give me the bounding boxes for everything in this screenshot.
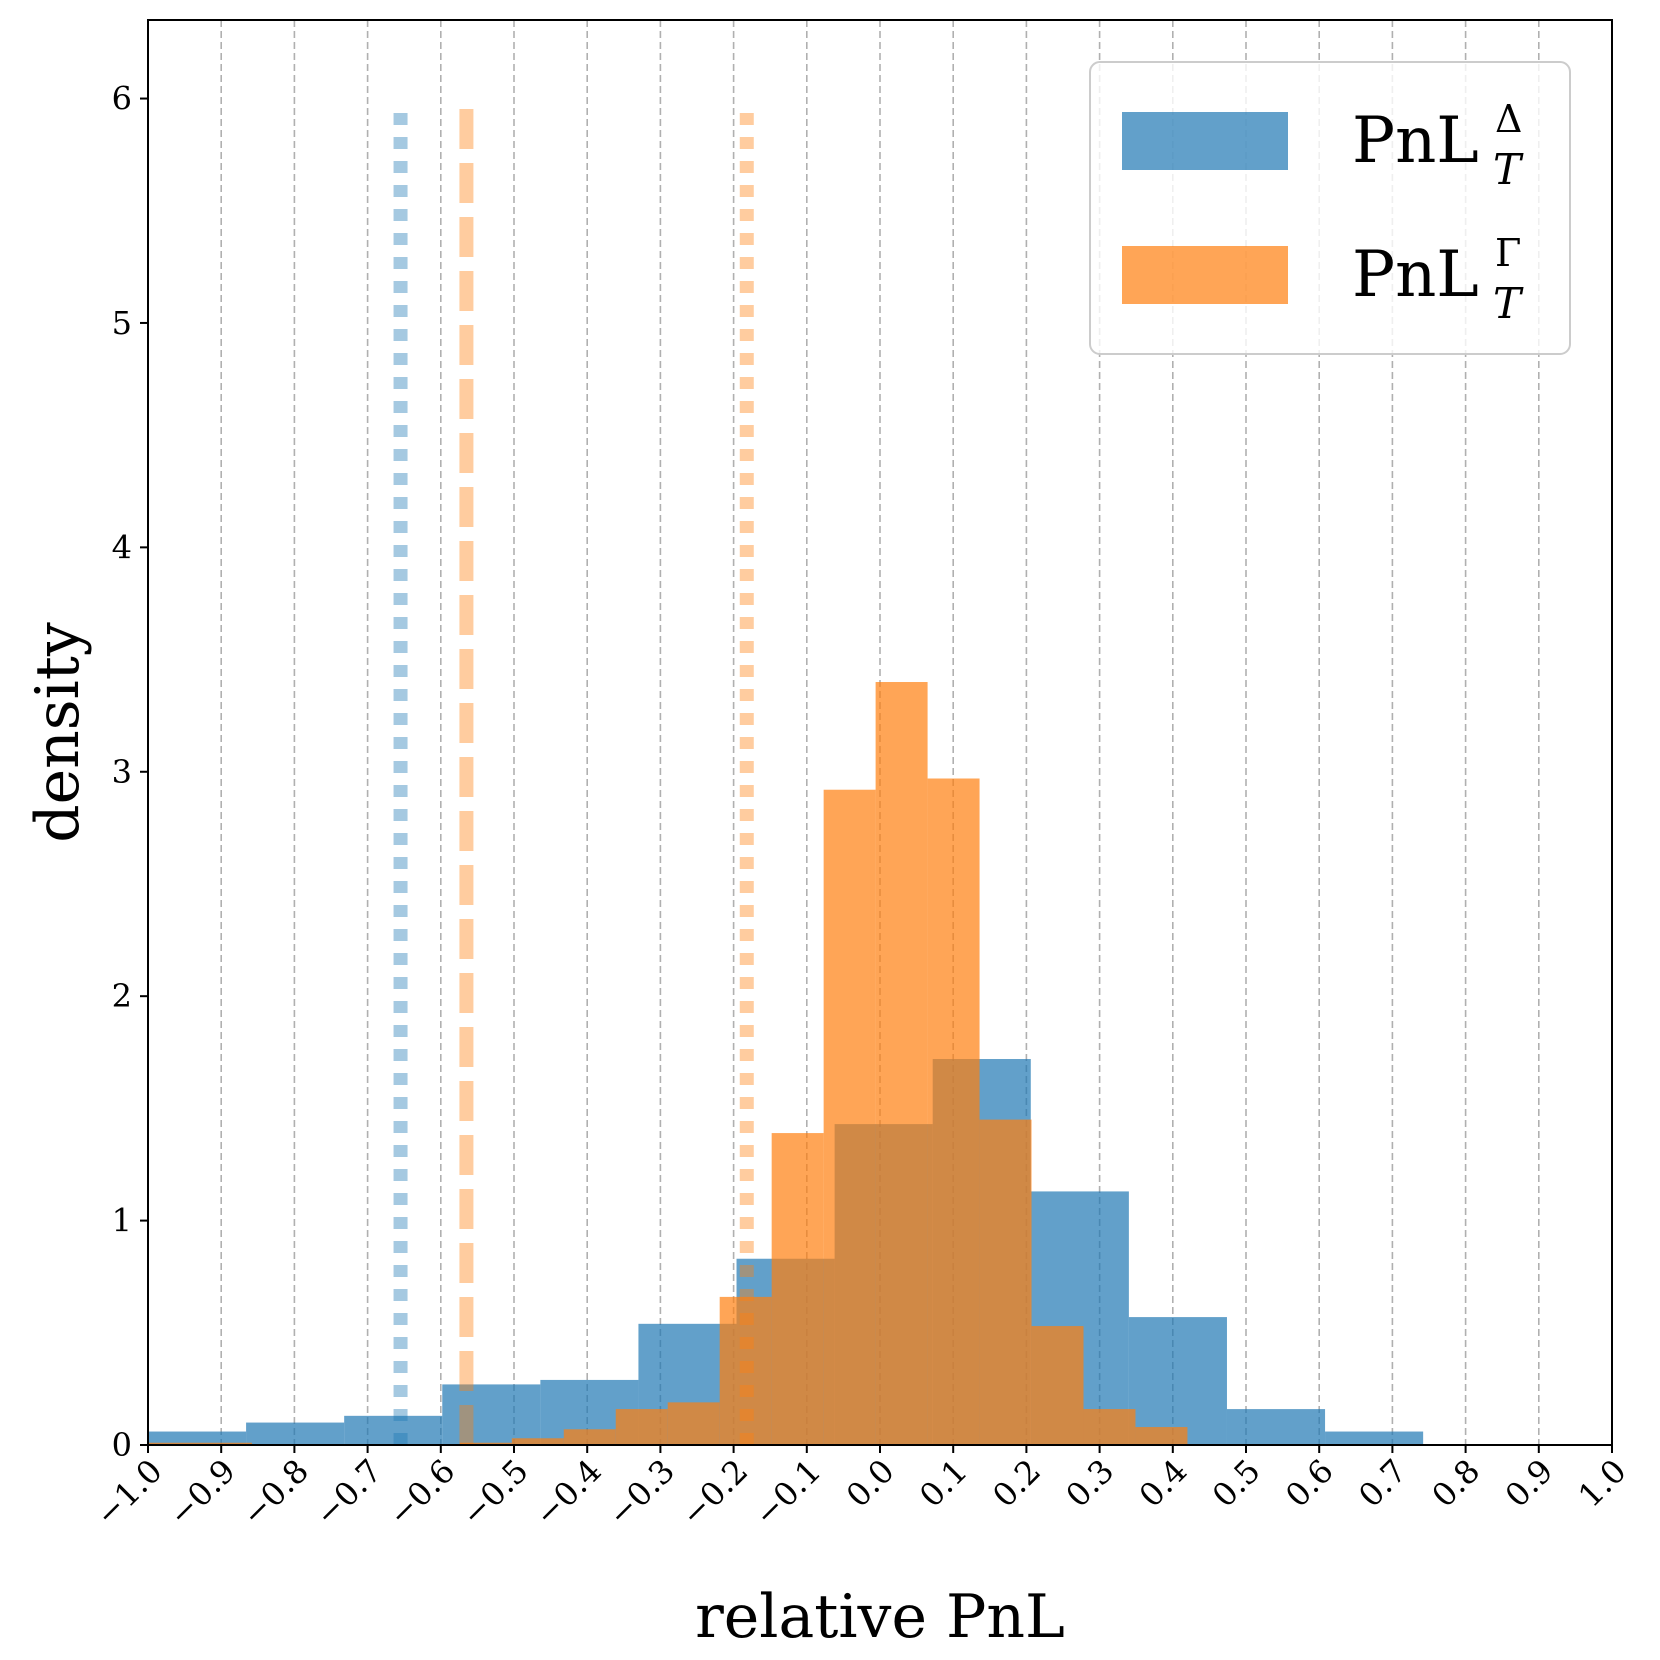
histogram-bar: [771, 1133, 824, 1445]
x-tick-label: −0.3: [600, 1452, 682, 1534]
x-tick-label: −0.9: [161, 1452, 243, 1534]
x-tick-label: 0.6: [1278, 1452, 1341, 1515]
x-axis-title: relative PnL: [695, 1582, 1065, 1652]
x-tick-label: 1.0: [1571, 1452, 1634, 1515]
histogram-bar: [667, 1402, 720, 1445]
y-axis-title: density: [23, 622, 93, 843]
x-tick-label: 0.8: [1424, 1452, 1487, 1515]
y-tick-label: 4: [112, 528, 132, 566]
histogram-bar: [1083, 1409, 1136, 1445]
x-tick-label: 0.1: [912, 1452, 975, 1515]
legend-label-subscript: T: [1493, 279, 1524, 328]
legend-label-subscript: T: [1493, 145, 1524, 194]
histogram-bar: [1325, 1431, 1424, 1445]
histogram-bar: [979, 1119, 1032, 1445]
x-tick-label: −0.6: [381, 1452, 463, 1534]
histogram-bar: [148, 1442, 200, 1445]
y-tick-label: 2: [112, 977, 132, 1015]
x-tick-label: 0.9: [1498, 1452, 1561, 1515]
histogram-bar: [1128, 1317, 1227, 1445]
histogram-bar: [563, 1429, 616, 1445]
histogram-bar: [1226, 1409, 1326, 1445]
reference-lines: [393, 103, 754, 1445]
x-tick-label: −0.8: [234, 1452, 316, 1534]
histogram-bar: [927, 778, 980, 1445]
legend-swatch: [1122, 112, 1288, 170]
histogram-bar: [875, 682, 928, 1445]
legend-swatch: [1122, 246, 1288, 304]
y-tick-label: 5: [112, 304, 132, 342]
histogram-bar: [1031, 1326, 1084, 1445]
x-tick-label: −0.2: [673, 1452, 755, 1534]
histogram-bar: [511, 1438, 564, 1445]
histogram-bar: [615, 1409, 668, 1445]
x-tick-label: 0.0: [839, 1452, 902, 1515]
y-tick-label: 0: [112, 1426, 132, 1464]
x-tick-label: −0.4: [527, 1452, 609, 1534]
histogram-bar: [823, 789, 876, 1445]
histogram-bar: [246, 1422, 345, 1445]
y-axis-ticks: 0 1 2 3 4 5 6: [112, 80, 148, 1464]
histogram-bar: [148, 1431, 247, 1445]
x-tick-label: −1.0: [88, 1452, 170, 1534]
legend-label-superscript: Δ: [1495, 97, 1522, 141]
x-tick-label: −0.1: [747, 1452, 829, 1534]
histogram-bar: [199, 1442, 252, 1445]
y-tick-label: 1: [112, 1202, 132, 1240]
y-tick-label: 6: [112, 80, 132, 118]
y-tick-label: 3: [112, 753, 132, 791]
histogram-bar: [442, 1384, 541, 1445]
histogram-bar: [459, 1442, 512, 1445]
x-tick-label: 0.5: [1205, 1452, 1268, 1515]
histogram-bar: [1135, 1427, 1188, 1445]
histogram-bar: [344, 1415, 443, 1445]
legend-label: PnL: [1352, 238, 1479, 312]
x-tick-label: 0.2: [985, 1452, 1048, 1515]
histogram-bar: [719, 1296, 772, 1445]
x-tick-label: −0.7: [307, 1452, 389, 1534]
x-tick-label: 0.7: [1351, 1452, 1414, 1515]
legend-label-superscript: Γ: [1495, 231, 1521, 275]
legend-label: PnL: [1352, 104, 1479, 178]
x-tick-label: 0.4: [1132, 1452, 1195, 1515]
x-axis-ticks: −1.0−0.9−0.8−0.7−0.6−0.5−0.4−0.3−0.2−0.1…: [88, 1445, 1634, 1534]
series-1-bars: [148, 682, 1188, 1445]
x-tick-label: 0.3: [1058, 1452, 1121, 1515]
histogram-bars: [148, 682, 1424, 1445]
x-tick-label: −0.5: [454, 1452, 536, 1534]
